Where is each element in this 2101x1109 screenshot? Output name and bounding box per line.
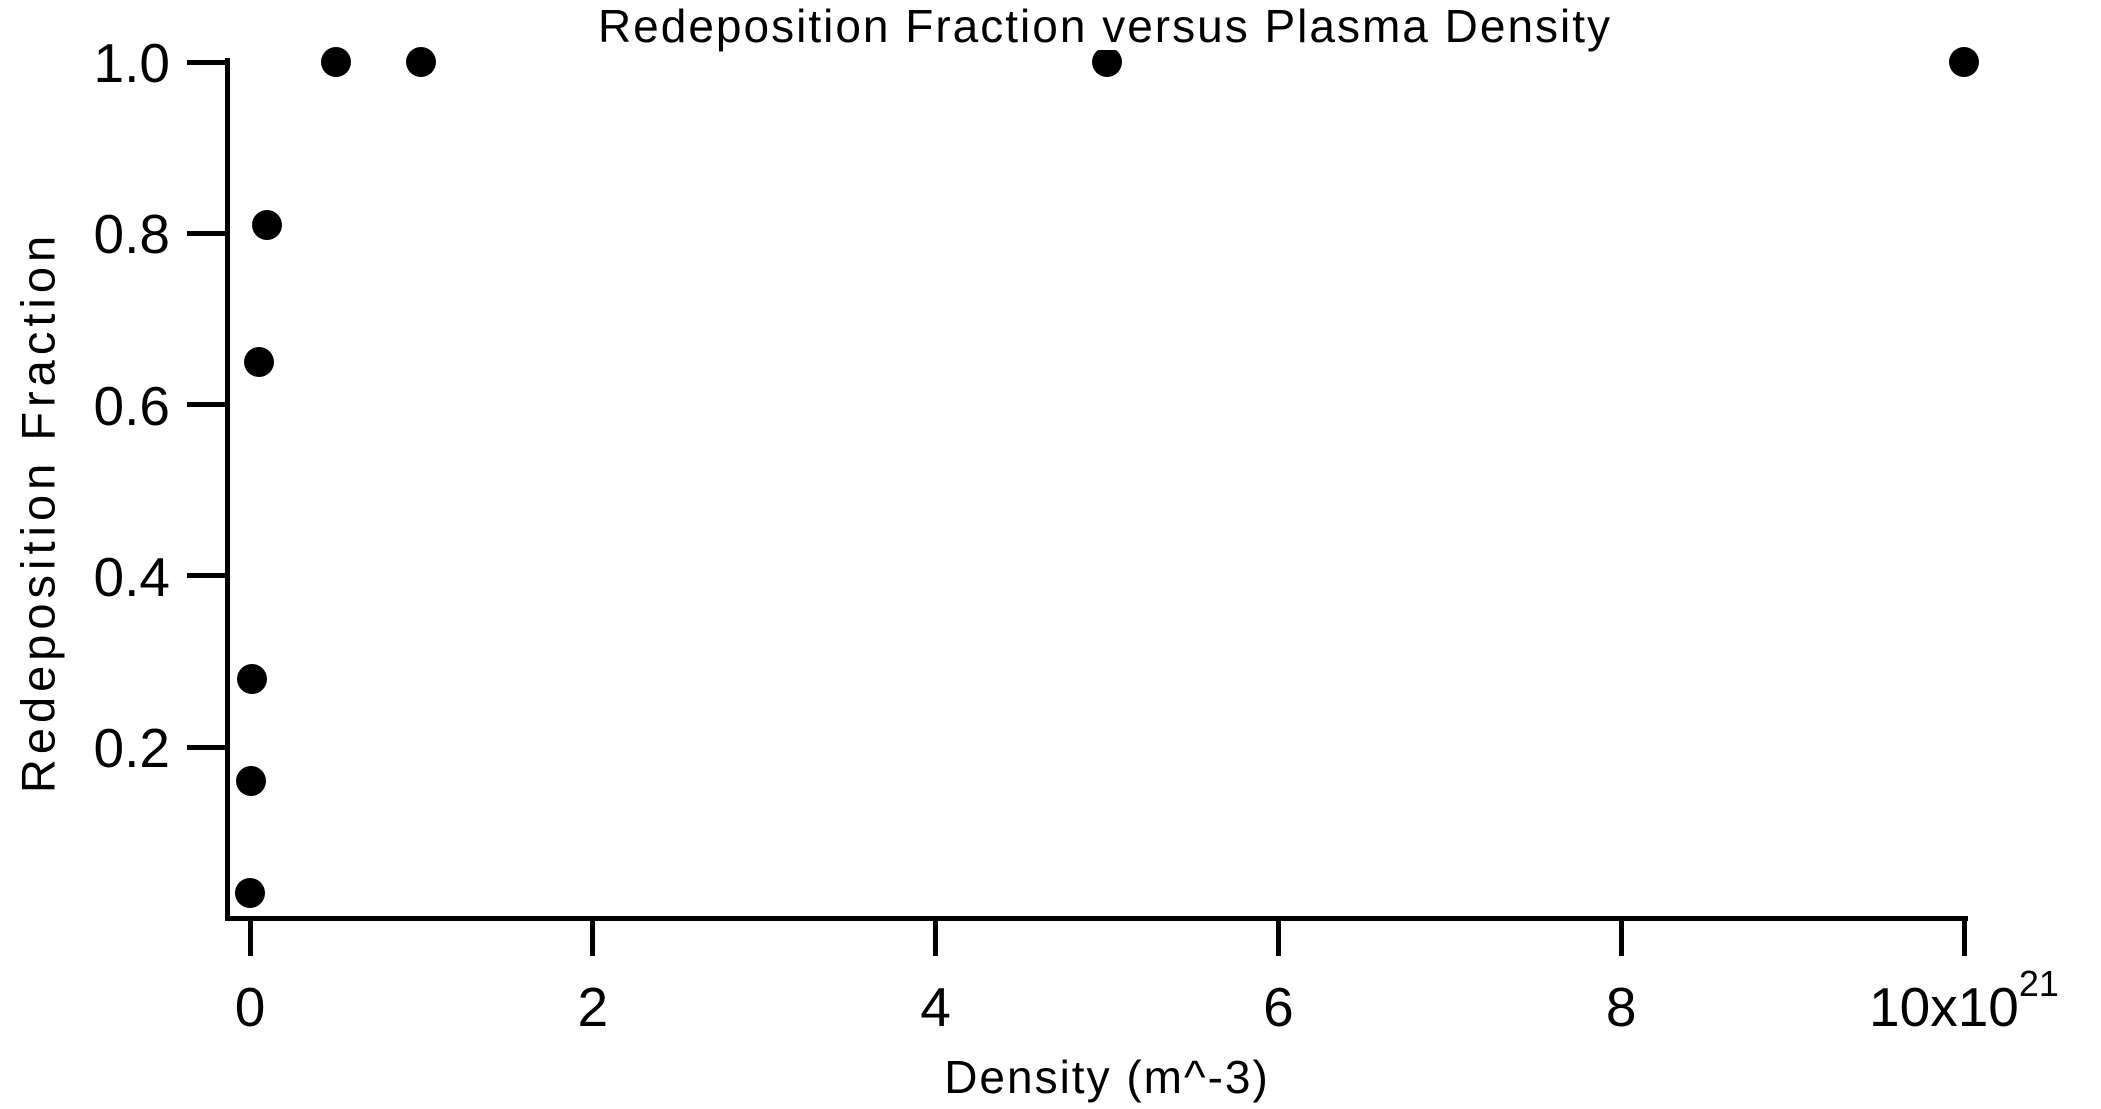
- y-tick-label: 0.4: [93, 545, 170, 608]
- x-tick-mark: [1961, 921, 1967, 956]
- x-tick-exponent: 21: [2018, 963, 2059, 1004]
- y-tick-label: 0.8: [93, 203, 170, 266]
- data-point: [236, 663, 267, 694]
- chart-title: Redeposition Fraction versus Plasma Dens…: [583, 0, 1627, 50]
- y-tick-label: 1.0: [93, 32, 170, 94]
- x-tick-label: 2: [577, 976, 609, 1038]
- y-tick-mark: [187, 402, 225, 408]
- x-tick-label: 6: [1263, 976, 1294, 1038]
- x-tick-label: 4: [920, 976, 951, 1038]
- x-tick-mark: [247, 921, 253, 956]
- x-axis-line: [225, 916, 1968, 921]
- data-point: [406, 47, 437, 77]
- x-tick-mark: [933, 921, 939, 956]
- y-tick-mark: [187, 230, 225, 236]
- y-tick-mark: [187, 59, 225, 65]
- y-tick-label: 0.2: [93, 717, 170, 780]
- data-point: [243, 346, 274, 377]
- x-tick-label: 10x1021: [1869, 963, 2059, 1038]
- data-point: [1949, 47, 1979, 77]
- data-point: [235, 766, 266, 797]
- x-axis-title: Density (m^-3): [944, 1051, 1270, 1103]
- x-tick-label: 8: [1605, 976, 1637, 1038]
- data-point: [1092, 47, 1122, 77]
- y-tick-mark: [187, 744, 225, 750]
- x-tick-mark: [1275, 921, 1281, 956]
- x-tick-mark: [590, 921, 596, 956]
- y-tick-label: 0.6: [93, 374, 170, 437]
- x-tick-mark: [1618, 921, 1624, 956]
- y-tick-mark: [187, 573, 225, 579]
- y-axis-title: Redeposition Fraction: [11, 230, 65, 794]
- data-point: [235, 877, 266, 908]
- x-tick-label: 0: [234, 976, 266, 1038]
- data-point: [252, 209, 283, 240]
- y-axis-line: [225, 58, 230, 921]
- data-point: [320, 47, 351, 77]
